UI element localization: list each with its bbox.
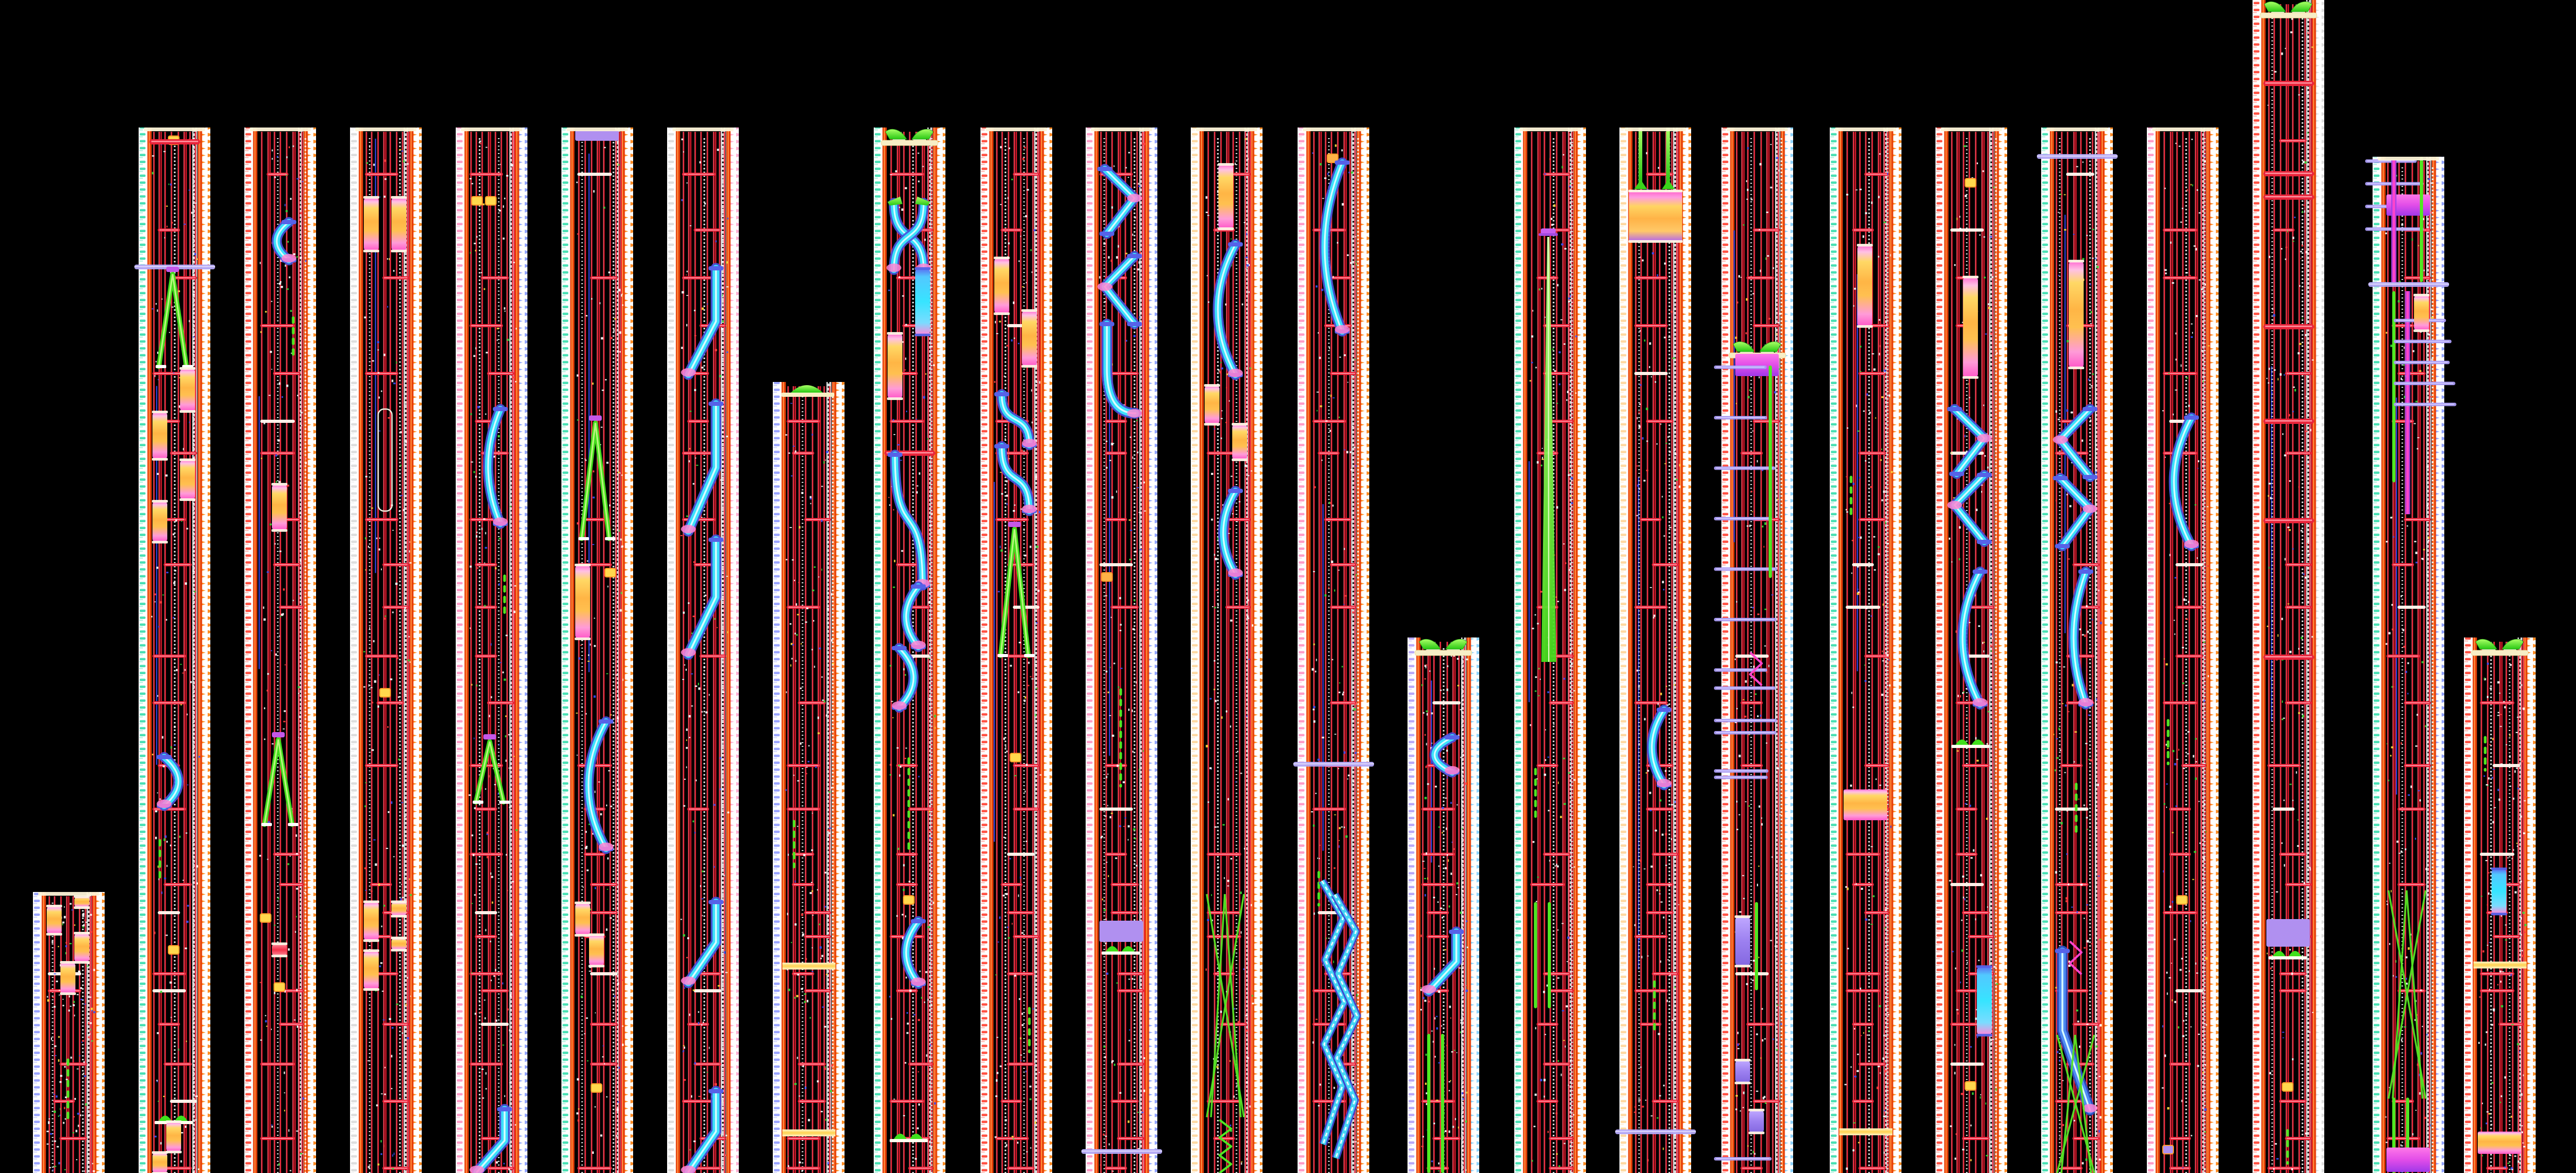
film-strip-12 [1191,128,1263,1173]
film-strip-3 [244,128,316,1173]
film-strip-24 [2464,638,2536,1173]
film-strip-10 [980,128,1052,1173]
film-strip-21 [2147,128,2219,1173]
film-strip-7 [667,128,739,1173]
film-strip-1 [33,892,105,1173]
film-strip-2 [134,128,215,1173]
film-strip-18 [1830,128,1901,1173]
film-strip-6 [561,128,633,1173]
film-strip-13 [1293,128,1374,1173]
film-strip-22 [2253,0,2324,1173]
film-strip-19 [1935,128,2007,1173]
film-strip-9 [874,128,945,1173]
film-strip-16 [1615,128,1696,1173]
film-strip-20 [2037,128,2118,1173]
film-strip-11 [1081,128,1162,1173]
film-strip-8 [773,382,845,1173]
film-strip-14 [1408,638,1479,1173]
film-strip-4 [350,128,422,1173]
film-strip-17 [1714,128,1793,1173]
film-strip-5 [456,128,527,1173]
film-strip-23 [2365,157,2456,1173]
film-strip-15 [1514,128,1586,1173]
